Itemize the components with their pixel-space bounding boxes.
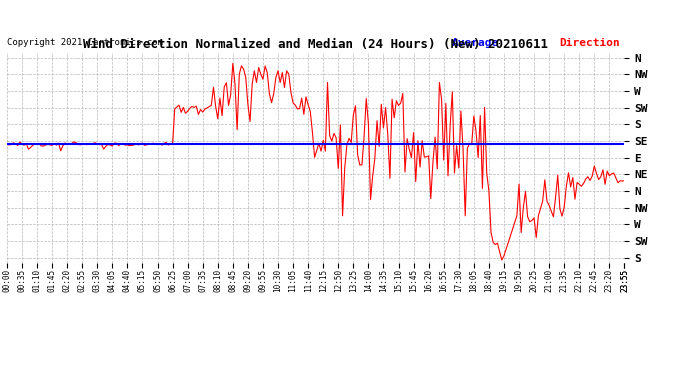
Text: Average: Average: [451, 38, 499, 48]
Text: Direction: Direction: [560, 38, 620, 48]
Title: Wind Direction Normalized and Median (24 Hours) (New) 20210611: Wind Direction Normalized and Median (24…: [83, 38, 548, 51]
Text: Copyright 2021 Cartronics.com: Copyright 2021 Cartronics.com: [7, 38, 163, 47]
